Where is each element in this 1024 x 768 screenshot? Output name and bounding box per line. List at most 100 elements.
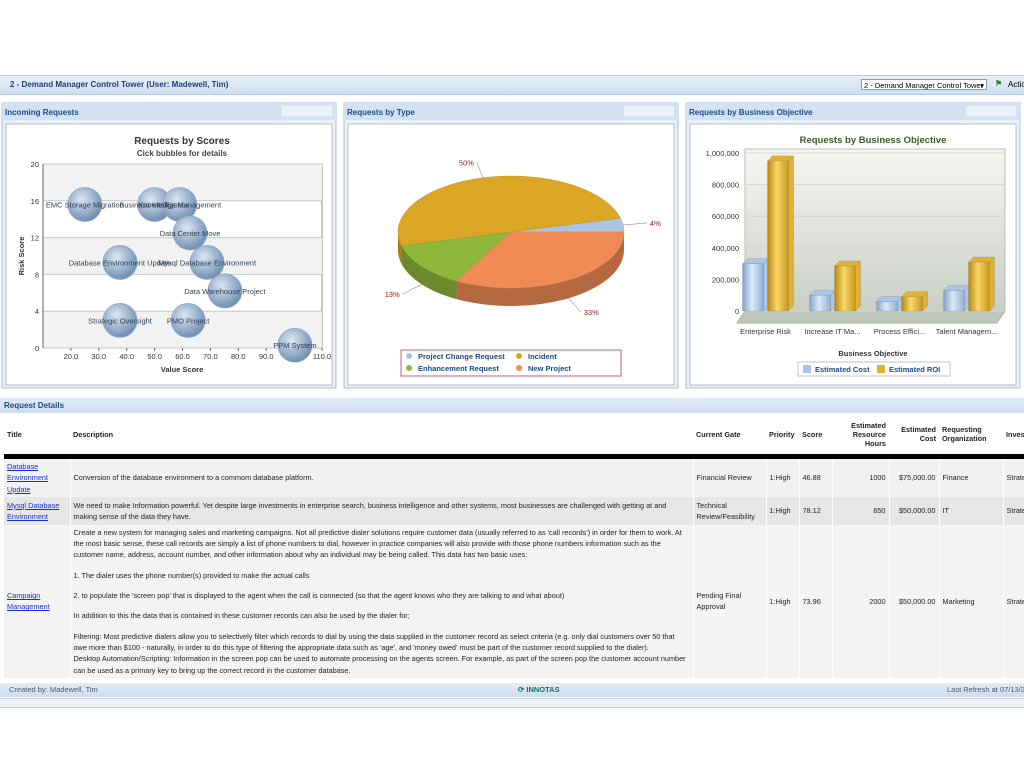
bubble-label: PMO Project — [167, 316, 210, 325]
x-tick-label: 80.0 — [231, 352, 246, 361]
bubble[interactable] — [102, 245, 138, 280]
request-link[interactable]: Campaign Management — [7, 591, 50, 612]
x-axis-title: Value Score — [161, 365, 204, 374]
bubble[interactable] — [170, 302, 206, 338]
slice-side — [401, 245, 457, 300]
y-tick-label: 0 — [35, 344, 39, 353]
panel-title: Incoming Requests — [5, 108, 79, 117]
x-tick-label: Enterprise Risk — [740, 327, 791, 336]
x-tick-label: Increase IT Ma... — [804, 327, 860, 336]
description-paragraph: Conversion of the database environment t… — [73, 473, 314, 483]
header-row: Title Description Current Gate Priority Scor… — [4, 414, 1024, 459]
label-leader — [402, 284, 422, 295]
header-bar: 2 - Demand Manager Control Tower (User: … — [0, 75, 1024, 95]
x-tick-label: Talent Managem... — [936, 327, 998, 336]
panel-title: Requests by Business Objective — [689, 108, 813, 117]
bar-top — [767, 155, 794, 162]
bar[interactable] — [834, 265, 856, 312]
plot-floor — [736, 310, 1006, 324]
column-header: Score — [799, 414, 832, 459]
x-tick-label: 70.0 — [203, 352, 218, 361]
cell: We need to make Information powerful. Ye… — [70, 496, 694, 525]
view-select[interactable]: 2 - Demand Manager Control Tower ▾ — [861, 79, 987, 90]
cell: Marketing — [939, 524, 1004, 678]
bubble[interactable] — [67, 187, 103, 222]
legend-swatch — [803, 365, 811, 373]
legend-label[interactable]: Estimated Cost — [815, 365, 870, 374]
bar-top — [834, 260, 861, 267]
slice[interactable] — [397, 175, 621, 247]
y-axis-title: Risk Score — [17, 237, 26, 276]
description-paragraph: 2. to populate the 'screen pop' that is … — [73, 591, 565, 601]
bubble[interactable] — [207, 273, 243, 309]
select-text: 2 - Demand Manager Control Tower — [864, 81, 984, 90]
legend-label[interactable]: New Project — [528, 364, 571, 373]
panel-buttons[interactable] — [282, 106, 332, 116]
legend-label[interactable]: Project Change Request — [418, 352, 505, 361]
scrollbar[interactable] — [0, 698, 1024, 708]
column-header: Requesting Organization — [939, 414, 1003, 459]
chart-title: Requests by Scores — [134, 136, 230, 147]
panel-title: Requests by Type — [347, 108, 415, 117]
description-paragraph: 1. The dialer uses the phone number(s) p… — [73, 570, 310, 580]
slice[interactable] — [456, 231, 625, 289]
legend-box — [400, 349, 622, 377]
x-tick-label: Process Effici... — [874, 327, 926, 336]
legend-box — [797, 361, 951, 377]
panel-title: Request Details — [4, 401, 65, 410]
y-tick-label: 0 — [735, 307, 739, 316]
bubble[interactable] — [172, 215, 208, 251]
bubble-label: Business Intelligence — [119, 200, 189, 209]
bubble[interactable] — [102, 302, 138, 338]
bar[interactable] — [968, 261, 990, 312]
cell: Technical Review/Feasibility — [693, 496, 767, 525]
column-header: Title — [4, 414, 70, 459]
legend-swatch — [406, 365, 412, 371]
slice-label: 33% — [584, 308, 599, 317]
bubble-label: Knowledge Management — [138, 200, 222, 209]
bar[interactable] — [943, 290, 965, 312]
cell: Conversion of the database environment t… — [70, 456, 694, 497]
legend-label[interactable]: Incident — [528, 352, 557, 361]
bar[interactable] — [742, 263, 764, 312]
chart-subtitle: Cick bubbles for details — [137, 149, 228, 158]
cell: Campaign Management — [4, 524, 71, 678]
y-tick-label: 20 — [31, 160, 39, 169]
request-row: Database Environment Update Conversion of… — [4, 456, 1024, 497]
bubble-label: Data Center Move — [160, 229, 221, 238]
y-tick-label: 16 — [31, 197, 39, 206]
legend-label[interactable]: Estimated ROI — [889, 365, 940, 374]
bubble[interactable] — [189, 245, 225, 280]
request-link[interactable]: Database Environment Update — [7, 462, 48, 494]
flag-icon: ⚑ — [995, 79, 1003, 88]
label-leader — [623, 222, 647, 226]
description-paragraph: Filtering: Most predictive dialers allow… — [73, 631, 675, 652]
details-table: Title Description Current Gate Priority Scor… — [4, 414, 1024, 678]
chart-panels: Incoming Requests Requests by Type Reque… — [1, 102, 1021, 389]
slice[interactable] — [401, 231, 512, 282]
bar[interactable] — [901, 296, 923, 312]
bar[interactable] — [767, 160, 789, 312]
x-axis-title: Business Objective — [838, 349, 907, 358]
cell: Strategic Alignment with the Business — [1003, 496, 1024, 525]
column-header: Current Gate — [693, 414, 766, 459]
request-link[interactable]: Mysql Database Environment — [7, 500, 60, 521]
actions-menu[interactable]: Actio — [1008, 80, 1024, 89]
select-arrow: ▾ — [980, 81, 984, 90]
bubble-label: Data Warehouse Project — [184, 287, 266, 296]
column-header: Priority — [766, 414, 799, 459]
request-row: Mysql Database Environment We need to mak… — [4, 496, 1024, 525]
bubble[interactable] — [277, 327, 313, 363]
bar[interactable] — [809, 295, 831, 312]
page-title: 2 - Demand Manager Control Tower (User: … — [10, 80, 229, 89]
details-bar: Request Details — [0, 398, 1024, 413]
cell: Strategic Alignment with the Business — [1003, 524, 1024, 678]
panel-buttons[interactable] — [966, 106, 1016, 116]
cell: IT — [939, 496, 1004, 525]
bar[interactable] — [876, 301, 898, 312]
bubble-label: EMC Storage Migration — [46, 200, 124, 209]
bar-side — [855, 260, 861, 312]
panel-buttons[interactable] — [624, 106, 674, 116]
cell: 1:High — [766, 496, 800, 525]
legend-label[interactable]: Enhancement Request — [418, 364, 499, 373]
